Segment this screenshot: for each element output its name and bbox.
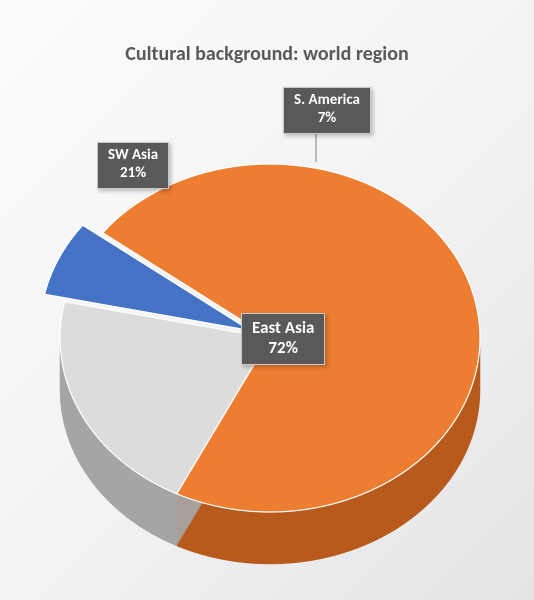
slice-label: SW Asia21% — [97, 142, 169, 189]
slice-label-pct: 72% — [252, 338, 314, 358]
slice-label-name: S. America — [294, 92, 360, 110]
slice-label-pct: 21% — [108, 165, 158, 183]
slice-label: S. America7% — [283, 87, 371, 134]
slice-label: East Asia72% — [241, 313, 325, 365]
slice-label-pct: 7% — [294, 110, 360, 128]
chart-title: Cultural background: world region — [0, 42, 534, 66]
slice-label-name: SW Asia — [108, 147, 158, 165]
slice-label-name: East Asia — [252, 318, 314, 338]
